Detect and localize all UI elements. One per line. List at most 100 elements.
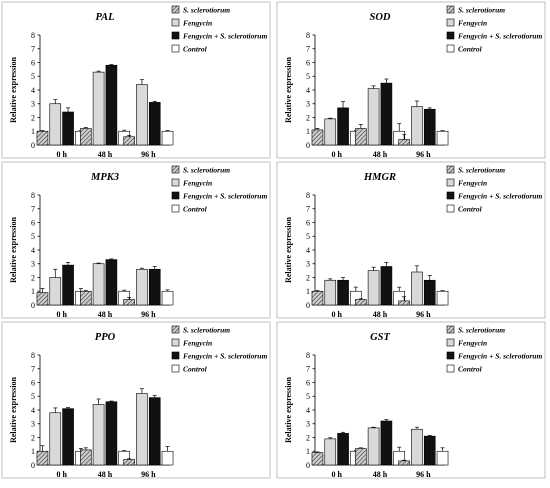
legend-label: Control	[183, 365, 208, 374]
bar	[436, 290, 449, 306]
x-tick-label: 48 h	[373, 150, 388, 159]
x-tick-label: 0 h	[56, 470, 67, 479]
bar	[92, 71, 105, 146]
y-tick-label: 8	[31, 31, 35, 40]
bar	[355, 128, 367, 146]
y-tick-label: 3	[31, 420, 35, 429]
bar	[123, 136, 135, 146]
chart-panel-sod: SOD Relative expression 0 1 2 3 4 5 6 7 8 0 h 48 h 96…	[276, 1, 546, 159]
y-tick-label: 7	[306, 205, 310, 214]
y-tick-label: 6	[31, 218, 35, 227]
bar	[80, 128, 92, 146]
legend-label: Fengycin	[458, 19, 487, 28]
chart-title: HMGR	[363, 172, 396, 183]
bar	[148, 102, 161, 146]
bar	[105, 64, 118, 146]
chart-panel-gst: GST Relative expression 0 1 2 3 4 5 6 7 8 0 h 48 h 96…	[276, 321, 546, 479]
y-tick-label: 1	[31, 287, 35, 296]
bar	[105, 401, 118, 466]
legend-swatch	[446, 31, 455, 40]
bar	[161, 290, 174, 306]
y-tick-label: 4	[306, 406, 310, 415]
x-tick-label: 96 h	[416, 150, 431, 159]
panel-border	[1, 321, 271, 479]
y-axis-label: Relative expression	[9, 377, 18, 443]
y-tick-label: 6	[31, 58, 35, 67]
legend-swatch	[446, 338, 455, 347]
bar	[380, 266, 393, 306]
legend-swatch	[446, 5, 455, 14]
bar	[148, 268, 161, 306]
y-tick-label: 4	[31, 406, 35, 415]
chart-title: GST	[370, 332, 390, 343]
y-tick-label: 2	[306, 433, 310, 442]
bar	[337, 107, 349, 146]
bar	[337, 279, 349, 306]
y-axis-label: Relative expression	[9, 217, 18, 283]
bar	[324, 279, 337, 306]
bar	[380, 420, 393, 466]
y-tick-label: 1	[31, 127, 35, 136]
y-tick-label: 2	[31, 433, 35, 442]
bar	[355, 299, 367, 306]
y-axis-label: Relative expression	[284, 217, 293, 283]
bar	[380, 82, 393, 146]
legend-swatch	[171, 191, 180, 200]
x-tick-label: 96 h	[141, 310, 156, 319]
bar	[324, 438, 337, 466]
panel-border	[276, 1, 546, 159]
legend-label: Control	[458, 365, 483, 374]
bar	[355, 448, 367, 466]
bar	[92, 263, 105, 306]
bar	[105, 259, 118, 306]
x-tick-label: 96 h	[416, 310, 431, 319]
legend-label: Control	[458, 45, 483, 54]
y-tick-label: 0	[31, 461, 35, 470]
legend-swatch	[171, 204, 180, 213]
y-tick-label: 6	[306, 218, 310, 227]
chart-panel-mpk3: MPK3 Relative expression 0 1 2 3 4 5 6 7 8 0 h 48 h 9…	[1, 161, 271, 319]
bar	[324, 118, 337, 146]
y-tick-label: 2	[31, 273, 35, 282]
y-tick-label: 4	[306, 86, 310, 95]
bar	[398, 460, 410, 466]
y-tick-label: 0	[31, 141, 35, 150]
y-tick-label: 8	[31, 351, 35, 360]
y-tick-label: 1	[306, 287, 310, 296]
bar	[36, 130, 49, 146]
bar	[36, 450, 49, 466]
y-tick-label: 5	[31, 392, 35, 401]
x-tick-label: 0 h	[56, 150, 67, 159]
legend-swatch	[446, 18, 455, 27]
bar	[436, 450, 449, 466]
bar	[423, 108, 436, 146]
bar	[148, 397, 161, 466]
legend-label: Control	[183, 45, 208, 54]
y-tick-label: 4	[31, 246, 35, 255]
y-tick-label: 4	[31, 86, 35, 95]
legend-label: S. sclerotiorum	[183, 6, 230, 15]
legend-swatch	[446, 204, 455, 213]
legend-label: Control	[458, 205, 483, 214]
y-tick-label: 5	[31, 72, 35, 81]
x-tick-label: 48 h	[98, 310, 113, 319]
legend-swatch	[171, 18, 180, 27]
y-tick-label: 0	[306, 141, 310, 150]
bar	[423, 435, 436, 466]
x-tick-label: 48 h	[98, 150, 113, 159]
legend-label: Fengycin	[183, 179, 212, 188]
bar	[62, 111, 74, 146]
legend-label: Fengycin	[458, 179, 487, 188]
legend-swatch	[446, 44, 455, 53]
x-tick-label: 0 h	[331, 310, 342, 319]
x-tick-label: 0 h	[331, 470, 342, 479]
legend-label: Fengycin + S. sclerotiorum	[458, 192, 542, 201]
x-tick-label: 0 h	[56, 310, 67, 319]
bar	[311, 129, 324, 146]
legend-swatch	[446, 165, 455, 174]
bar	[423, 279, 436, 306]
legend-swatch	[446, 191, 455, 200]
y-tick-label: 0	[31, 301, 35, 310]
legend-swatch	[171, 178, 180, 187]
